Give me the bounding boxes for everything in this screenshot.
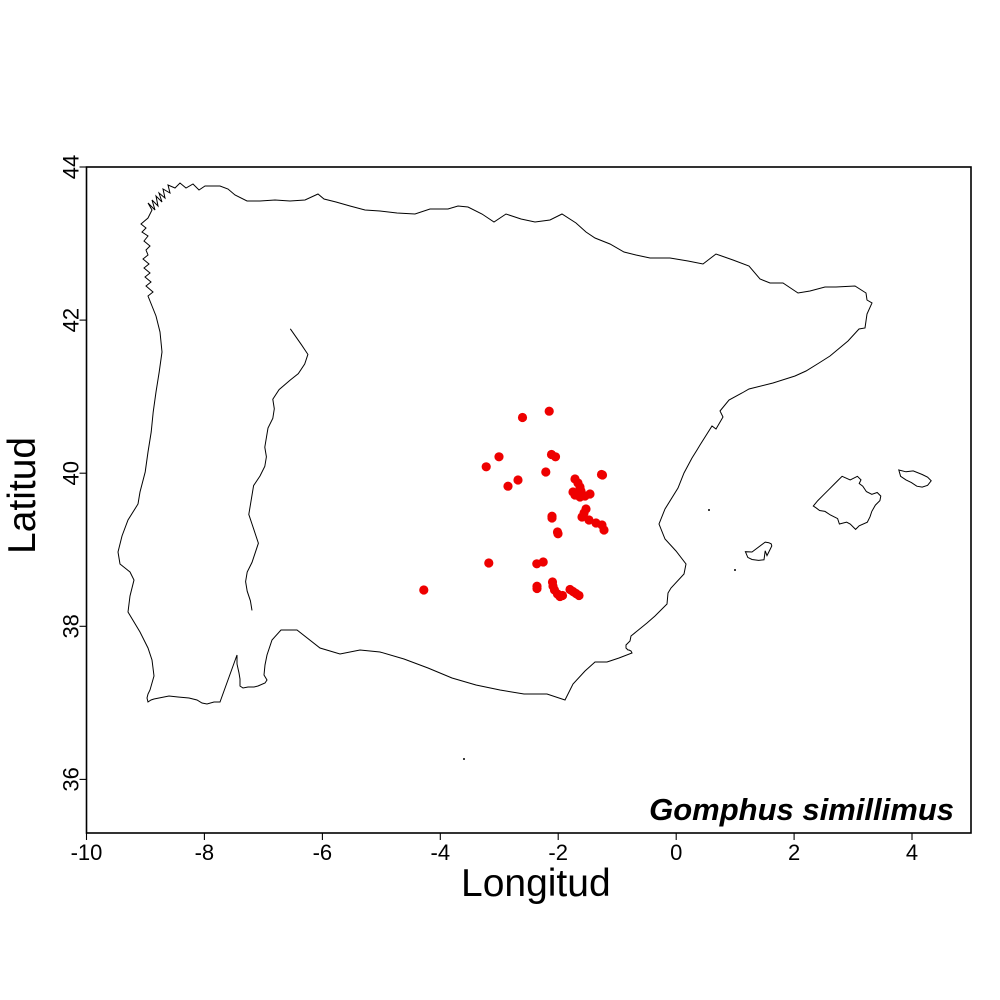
svg-text:-4: -4 xyxy=(431,840,451,865)
svg-text:Longitud: Longitud xyxy=(461,862,611,905)
svg-text:36: 36 xyxy=(59,767,84,791)
svg-text:4: 4 xyxy=(906,840,918,865)
svg-text:40: 40 xyxy=(59,461,84,485)
svg-text:-10: -10 xyxy=(71,840,103,865)
svg-text:42: 42 xyxy=(59,308,84,332)
svg-text:Gomphus simillimus: Gomphus simillimus xyxy=(649,792,954,827)
svg-text:44: 44 xyxy=(59,155,84,179)
svg-text:-6: -6 xyxy=(313,840,333,865)
svg-text:0: 0 xyxy=(670,840,682,865)
svg-text:2: 2 xyxy=(788,840,800,865)
svg-text:38: 38 xyxy=(59,614,84,638)
svg-text:-8: -8 xyxy=(195,840,215,865)
svg-text:Latitud: Latitud xyxy=(1,437,44,554)
